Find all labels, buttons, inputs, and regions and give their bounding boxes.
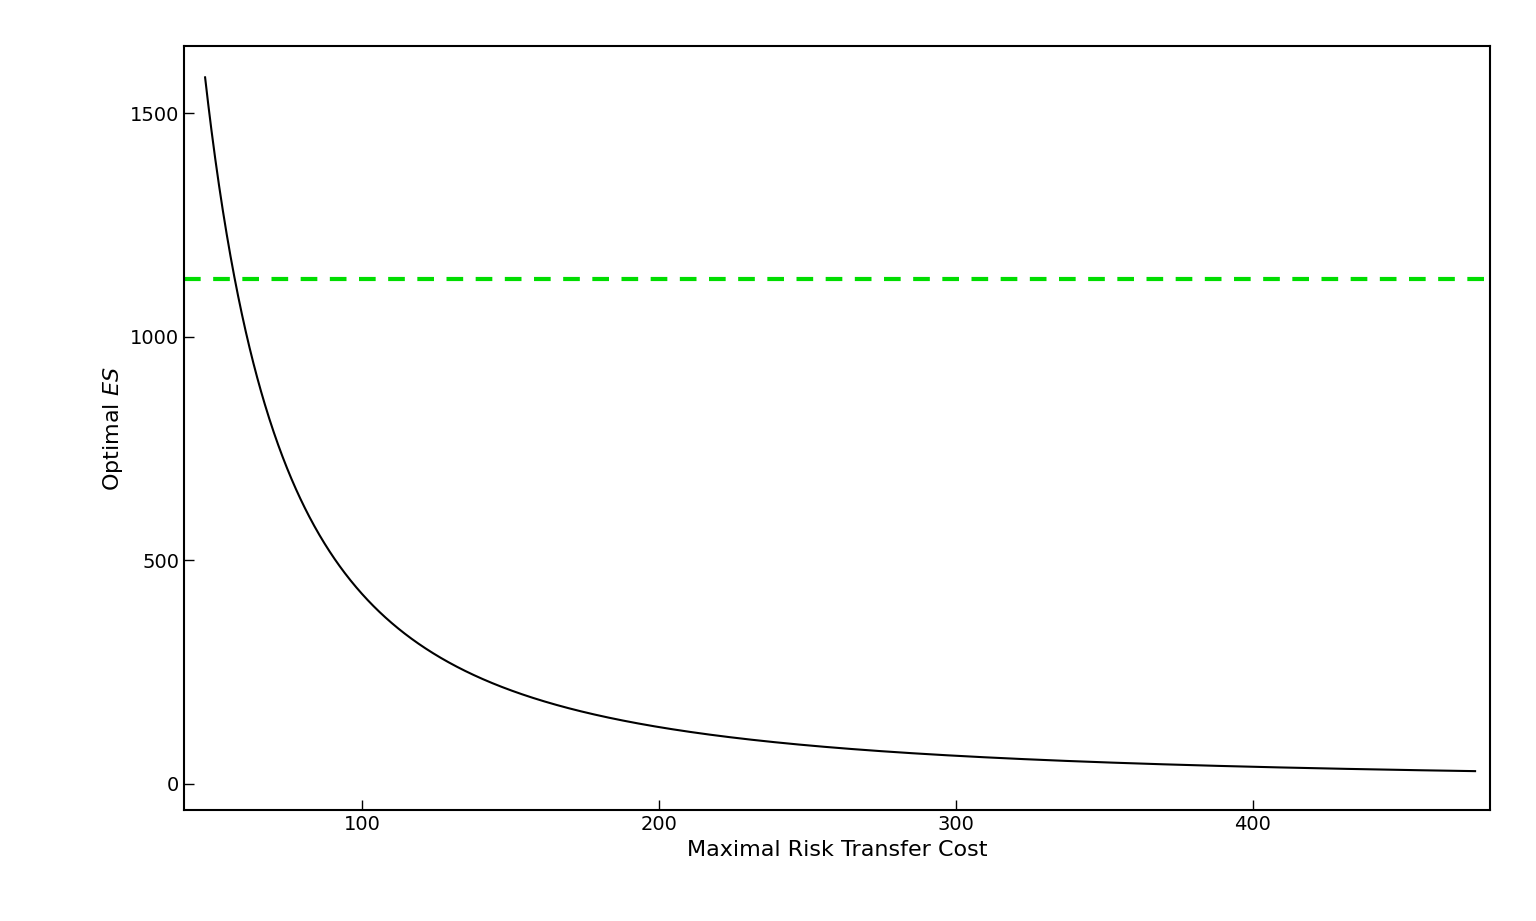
X-axis label: Maximal Risk Transfer Cost: Maximal Risk Transfer Cost — [687, 840, 988, 860]
Y-axis label: Optimal $ES$: Optimal $ES$ — [100, 366, 124, 491]
